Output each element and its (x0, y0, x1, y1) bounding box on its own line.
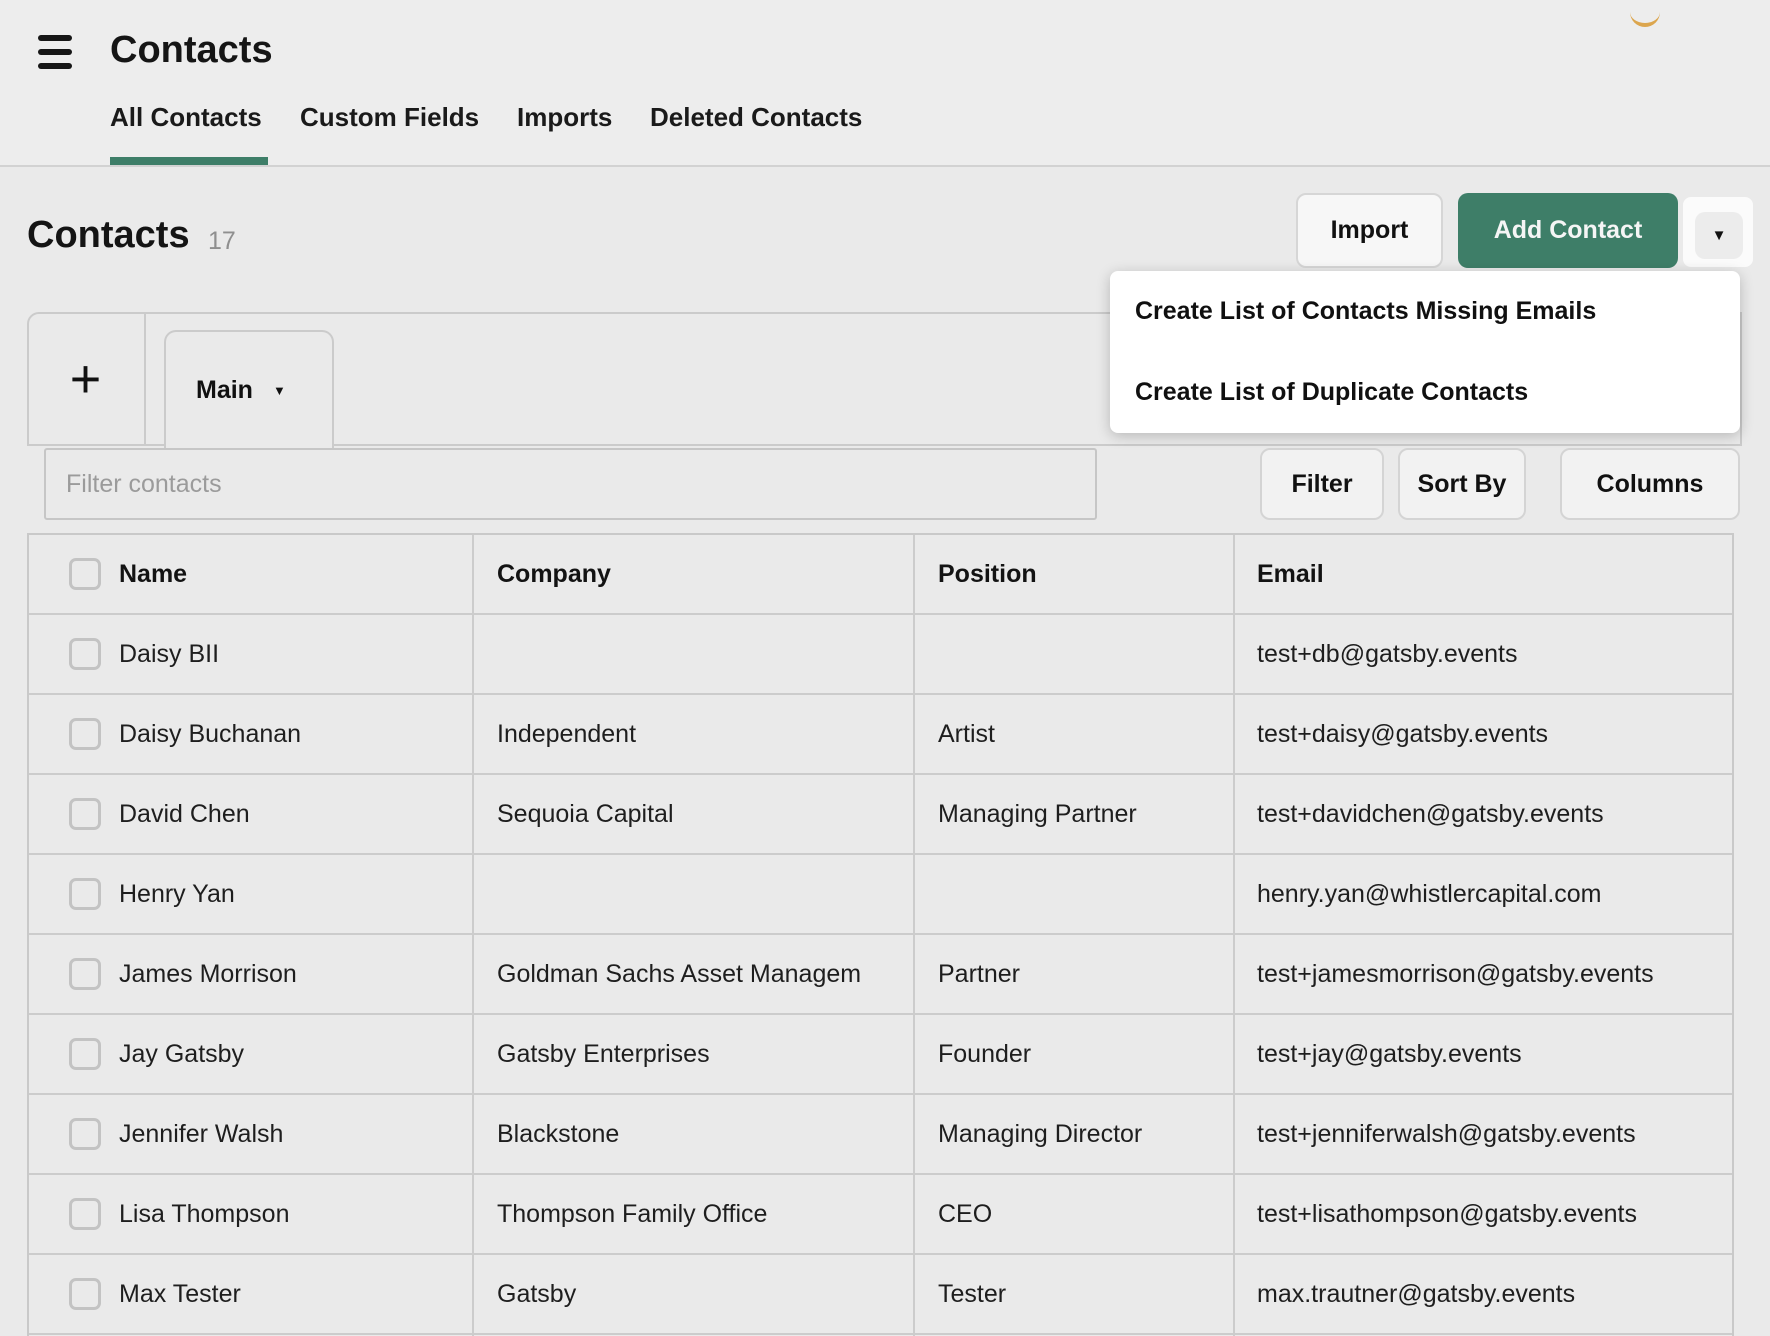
cell-name: David Chen (119, 800, 250, 828)
row-checkbox[interactable] (69, 638, 101, 670)
column-divider (1233, 535, 1235, 1336)
menu-item-create-missing-emails[interactable]: Create List of Contacts Missing Emails (1135, 297, 1597, 325)
cell-position: Managing Partner (938, 800, 1137, 828)
app-header: Contacts All Contacts Custom Fields Impo… (0, 0, 1770, 167)
tab-custom-fields[interactable]: Custom Fields (300, 102, 480, 132)
filter-button[interactable]: Filter (1260, 448, 1384, 520)
row-checkbox[interactable] (69, 1278, 101, 1310)
hamburger-bar (38, 35, 72, 41)
app-title: Contacts (110, 29, 273, 71)
table-row[interactable]: Henry Yan henry.yan@whistlercapital.com (29, 855, 1732, 935)
page-title: Contacts (27, 214, 190, 256)
add-contact-dropdown-menu: Create List of Contacts Missing Emails C… (1110, 271, 1740, 433)
cell-position: Managing Director (938, 1120, 1143, 1148)
cell-name: Jennifer Walsh (119, 1120, 284, 1148)
cell-email: test+jenniferwalsh@gatsby.events (1257, 1120, 1636, 1148)
cell-position: Artist (938, 720, 995, 748)
columns-button[interactable]: Columns (1560, 448, 1740, 520)
tab-imports[interactable]: Imports (517, 102, 613, 132)
cell-email: test+daisy@gatsby.events (1257, 720, 1549, 748)
cell-email: test+lisathompson@gatsby.events (1257, 1200, 1637, 1228)
caret-down-icon: ▼ (1711, 227, 1727, 244)
row-checkbox[interactable] (69, 798, 101, 830)
row-checkbox[interactable] (69, 878, 101, 910)
table-header-row: Name Company Position Email (29, 535, 1732, 615)
table-row[interactable]: Jennifer Walsh Blackstone Managing Direc… (29, 1095, 1732, 1175)
main-tab-label: Main (196, 375, 253, 404)
add-contact-button[interactable]: Add Contact (1458, 193, 1678, 268)
cell-name: Henry Yan (119, 880, 235, 908)
column-divider (913, 535, 915, 1336)
table-row[interactable]: Max Tester Gatsby Tester max.trautner@ga… (29, 1255, 1732, 1335)
add-list-button[interactable]: + (27, 312, 146, 446)
cell-position: Founder (938, 1040, 1032, 1068)
active-tab-underline (110, 157, 268, 165)
hamburger-bar (38, 63, 72, 69)
cell-company: Independent (497, 720, 637, 748)
tab-deleted-contacts[interactable]: Deleted Contacts (650, 102, 863, 132)
cell-company: Sequoia Capital (497, 800, 674, 828)
table-row[interactable]: Lisa Thompson Thompson Family Office CEO… (29, 1175, 1732, 1255)
row-checkbox[interactable] (69, 718, 101, 750)
column-header-company[interactable]: Company (497, 560, 611, 588)
row-checkbox[interactable] (69, 1198, 101, 1230)
row-checkbox[interactable] (69, 958, 101, 990)
hamburger-menu-icon[interactable] (38, 35, 72, 69)
cell-company: Gatsby Enterprises (497, 1040, 710, 1068)
table-row[interactable]: Daisy BII test+db@gatsby.events (29, 615, 1732, 695)
contacts-count-badge: 17 (208, 227, 236, 255)
select-all-checkbox[interactable] (69, 558, 101, 590)
contacts-table: Name Company Position Email Daisy BII te… (27, 533, 1734, 1336)
row-checkbox[interactable] (69, 1038, 101, 1070)
cell-email: max.trautner@gatsby.events (1257, 1280, 1576, 1308)
menu-item-create-duplicates[interactable]: Create List of Duplicate Contacts (1135, 378, 1529, 406)
cell-position: CEO (938, 1200, 993, 1228)
tab-all-contacts[interactable]: All Contacts (110, 102, 262, 132)
column-header-email[interactable]: Email (1257, 560, 1324, 588)
add-contact-dropdown-button[interactable]: ▼ (1695, 212, 1743, 259)
cell-company: Goldman Sachs Asset Managem (497, 960, 862, 988)
cell-email: test+jamesmorrison@gatsby.events (1257, 960, 1654, 988)
cell-name: Max Tester (119, 1280, 241, 1308)
cell-email: test+jay@gatsby.events (1257, 1040, 1522, 1068)
table-row[interactable]: Daisy Buchanan Independent Artist test+d… (29, 695, 1732, 775)
column-header-name[interactable]: Name (119, 560, 188, 588)
cell-email: test+db@gatsby.events (1257, 640, 1518, 668)
column-header-position[interactable]: Position (938, 560, 1037, 588)
hamburger-bar (38, 49, 72, 55)
row-checkbox[interactable] (69, 1118, 101, 1150)
cell-name: James Morrison (119, 960, 297, 988)
cell-name: Lisa Thompson (119, 1200, 290, 1228)
caret-down-icon: ▼ (272, 382, 286, 398)
cell-company: Blackstone (497, 1120, 620, 1148)
import-button[interactable]: Import (1296, 193, 1443, 268)
column-divider (472, 535, 474, 1336)
logo-arc-decoration (1630, 10, 1660, 27)
filter-contacts-input[interactable] (44, 448, 1097, 520)
cell-name: Jay Gatsby (119, 1040, 245, 1068)
cell-name: Daisy Buchanan (119, 720, 302, 748)
cell-company: Thompson Family Office (497, 1200, 768, 1228)
cell-email: henry.yan@whistlercapital.com (1257, 880, 1602, 908)
cell-position: Partner (938, 960, 1020, 988)
cell-name: Daisy BII (119, 640, 220, 668)
table-row[interactable]: Jay Gatsby Gatsby Enterprises Founder te… (29, 1015, 1732, 1095)
cell-company: Gatsby (497, 1280, 577, 1308)
table-row[interactable]: James Morrison Goldman Sachs Asset Manag… (29, 935, 1732, 1015)
cell-email: test+davidchen@gatsby.events (1257, 800, 1604, 828)
tab-main-list[interactable]: Main ▼ (164, 330, 334, 448)
table-row[interactable]: David Chen Sequoia Capital Managing Part… (29, 775, 1732, 855)
cell-position: Tester (938, 1280, 1007, 1308)
list-tab-strip (27, 312, 1742, 446)
sort-by-button[interactable]: Sort By (1398, 448, 1526, 520)
